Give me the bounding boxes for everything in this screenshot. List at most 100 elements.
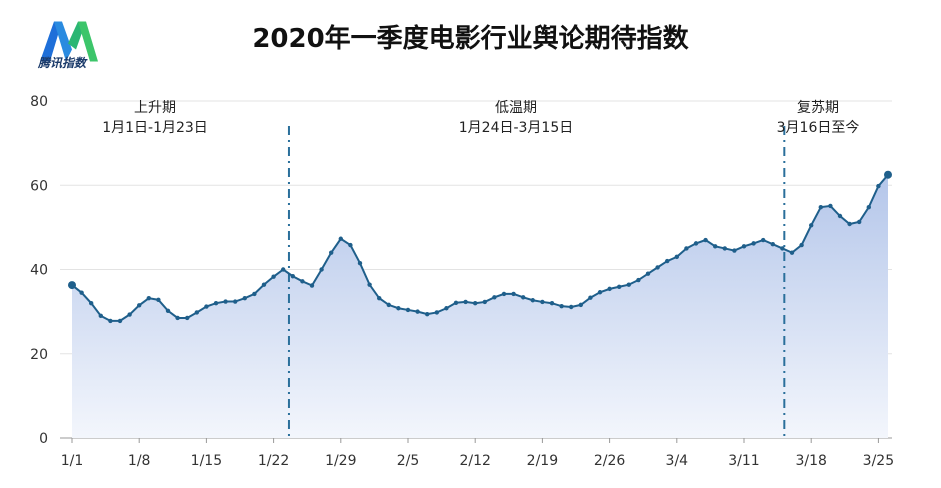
data-point xyxy=(405,307,411,313)
x-tick-label: 1/29 xyxy=(325,453,356,469)
data-point xyxy=(425,311,430,317)
data-point xyxy=(665,258,670,264)
data-point xyxy=(261,282,267,287)
x-tick-label: 1/22 xyxy=(258,453,289,469)
data-point xyxy=(185,315,190,321)
data-point xyxy=(626,282,631,287)
data-point xyxy=(684,246,689,251)
y-tick-label: 0 xyxy=(39,431,48,447)
data-point xyxy=(511,291,516,297)
data-point xyxy=(348,242,353,248)
data-point xyxy=(501,291,507,297)
data-point xyxy=(223,299,228,304)
y-tick-label: 40 xyxy=(30,263,48,279)
data-point xyxy=(597,290,603,295)
data-point xyxy=(770,242,775,247)
data-point xyxy=(655,265,660,270)
data-point xyxy=(357,260,363,266)
data-point xyxy=(117,318,123,324)
data-point xyxy=(271,274,276,279)
data-point xyxy=(434,310,439,315)
data-point xyxy=(857,219,862,225)
data-point xyxy=(818,204,823,210)
data-point xyxy=(137,303,142,308)
x-tick-label: 3/4 xyxy=(666,453,689,469)
data-point xyxy=(300,279,305,284)
data-point xyxy=(309,283,315,288)
x-tick-label: 2/26 xyxy=(594,453,626,469)
phase-name: 低温期 xyxy=(495,100,537,116)
data-point xyxy=(780,246,785,251)
data-point xyxy=(281,267,286,272)
data-point xyxy=(549,301,555,306)
data-point xyxy=(645,271,651,276)
data-point xyxy=(866,204,871,210)
tencent-index-logo xyxy=(40,21,98,62)
data-point xyxy=(741,244,747,249)
data-point xyxy=(367,282,372,287)
data-point xyxy=(444,306,449,311)
data-point xyxy=(463,299,468,305)
data-point xyxy=(884,170,892,179)
data-point xyxy=(473,301,478,306)
y-tick-label: 80 xyxy=(30,94,48,110)
data-point xyxy=(194,310,199,315)
data-point xyxy=(732,248,737,253)
data-point xyxy=(607,286,612,292)
data-point xyxy=(492,295,497,300)
chart-title: 2020年一季度电影行业舆论期待指数 xyxy=(252,24,689,54)
data-point xyxy=(588,295,593,300)
data-point xyxy=(252,291,257,297)
data-point xyxy=(453,300,459,305)
data-point xyxy=(559,303,564,309)
data-point xyxy=(693,241,699,246)
data-point xyxy=(377,295,382,301)
data-point xyxy=(396,306,401,311)
data-point xyxy=(876,183,881,189)
data-point xyxy=(828,203,833,209)
data-point xyxy=(386,302,391,308)
x-tick-label: 3/25 xyxy=(863,453,894,469)
data-point xyxy=(242,295,247,301)
x-tick-label: 3/18 xyxy=(795,453,826,469)
data-point xyxy=(108,318,113,324)
phase-name: 复苏期 xyxy=(797,99,839,116)
data-point xyxy=(165,308,171,313)
x-tick-label: 2/12 xyxy=(459,453,490,469)
data-point xyxy=(617,284,622,289)
data-point xyxy=(521,295,526,300)
x-tick-label: 2/19 xyxy=(527,453,558,469)
data-point xyxy=(415,309,420,314)
data-point xyxy=(799,242,804,248)
phase-range: 1月1日-1月23日 xyxy=(102,120,208,136)
data-point xyxy=(761,237,766,243)
data-point xyxy=(789,250,795,255)
data-point xyxy=(127,312,132,317)
phase-range: 3月16日至今 xyxy=(777,120,860,136)
phase-name: 上升期 xyxy=(134,100,176,116)
data-point xyxy=(98,313,104,319)
logo-text: 腾讯指数 xyxy=(38,56,87,70)
data-point xyxy=(837,213,843,219)
phase-range: 1月24日-3月15日 xyxy=(459,120,574,136)
data-point xyxy=(847,221,852,227)
x-tick-label: 1/1 xyxy=(61,453,84,469)
data-point xyxy=(175,315,180,321)
data-point xyxy=(713,244,718,249)
data-point xyxy=(722,246,727,251)
data-point xyxy=(89,301,94,306)
data-point xyxy=(482,299,487,305)
data-point xyxy=(751,241,756,246)
data-point xyxy=(809,223,814,228)
x-tick-label: 2/5 xyxy=(397,453,420,469)
data-point xyxy=(578,302,583,308)
y-tick-label: 60 xyxy=(30,178,48,194)
data-point xyxy=(213,301,219,306)
x-tick-label: 3/11 xyxy=(728,453,759,469)
data-point xyxy=(204,304,209,309)
data-point xyxy=(338,236,343,241)
area-fill xyxy=(72,174,888,438)
data-point xyxy=(290,274,295,279)
x-tick-label: 1/8 xyxy=(128,453,151,469)
